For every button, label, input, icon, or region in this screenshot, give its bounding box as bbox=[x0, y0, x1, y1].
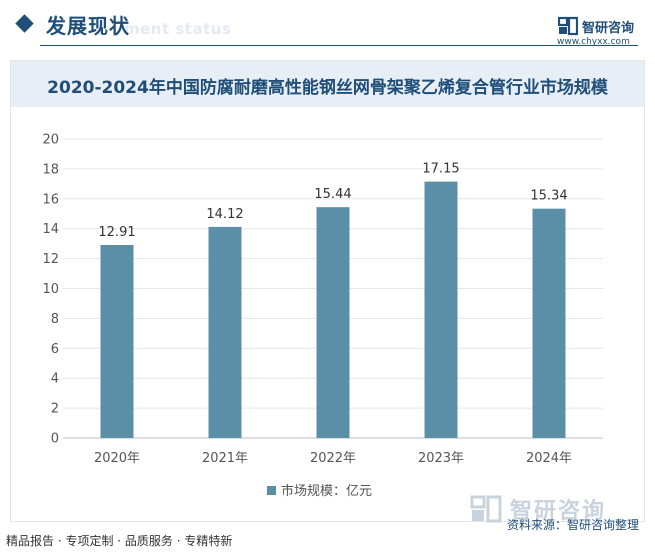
diamond-icon bbox=[15, 14, 34, 33]
x-tick-label: 2023年 bbox=[418, 451, 464, 466]
section-title: 发展现状 bbox=[46, 14, 130, 38]
chart-title: 2020-2024年中国防腐耐磨高性能钢丝网骨架聚乙烯复合管行业市场规模 bbox=[47, 78, 608, 98]
y-tick-label: 18 bbox=[42, 162, 59, 177]
legend-swatch bbox=[267, 486, 276, 495]
x-tick-label: 2022年 bbox=[310, 451, 356, 466]
x-tick-label: 2024年 bbox=[526, 451, 572, 466]
footer-tagline: 精品报告 · 专项定制 · 品质服务 · 专精特新 bbox=[6, 534, 233, 548]
bar-value-label: 15.34 bbox=[530, 189, 567, 204]
bar bbox=[100, 244, 134, 438]
chart-title-bar: 2020-2024年中国防腐耐磨高性能钢丝网骨架聚乙烯复合管行业市场规模 bbox=[11, 61, 644, 107]
bar-value-label: 15.44 bbox=[314, 187, 351, 202]
brand-logo-icon bbox=[558, 16, 578, 36]
bar bbox=[424, 181, 458, 439]
bar-value-label: 14.12 bbox=[206, 207, 243, 222]
bar-chart: 0 2 4 6 8 10 12 14 16 18 20 12.91 14.12 15.44 17.15 15… bbox=[42, 133, 603, 499]
y-tick-label: 12 bbox=[42, 252, 59, 267]
bar-value-label: 12.91 bbox=[98, 225, 135, 240]
x-tick-label: 2021年 bbox=[202, 451, 248, 466]
bar bbox=[316, 207, 350, 438]
header-divider bbox=[40, 45, 638, 46]
footer-logo-icon bbox=[470, 495, 502, 523]
legend: 市场规模：亿元 bbox=[267, 483, 372, 499]
footer-brand-watermark: 智研咨询 bbox=[510, 499, 607, 524]
y-tick-label: 14 bbox=[42, 222, 59, 237]
y-tick-label: 16 bbox=[42, 192, 59, 207]
y-tick-label: 2 bbox=[51, 402, 59, 417]
source-note: 资料来源：智研咨询整理 bbox=[507, 518, 640, 532]
bars: 12.91 14.12 15.44 17.15 15.34 bbox=[98, 162, 568, 439]
bar bbox=[208, 226, 242, 438]
brand-url: www.chyxx.com bbox=[557, 37, 630, 47]
x-tick-label: 2020年 bbox=[94, 451, 140, 466]
y-tick-label: 0 bbox=[51, 432, 59, 447]
legend-label: 市场规模：亿元 bbox=[281, 483, 372, 499]
header-watermark: ment status bbox=[124, 20, 232, 38]
x-axis-ticks: 2020年 2021年 2022年 2023年 2024年 bbox=[94, 451, 572, 466]
y-tick-label: 8 bbox=[51, 312, 59, 327]
y-axis-ticks: 0 2 4 6 8 10 12 14 16 18 20 bbox=[42, 133, 59, 447]
brand-name: 智研咨询 bbox=[582, 21, 635, 36]
section-header: ment status 发展现状 bbox=[0, 0, 655, 46]
y-tick-label: 10 bbox=[42, 282, 59, 297]
chart-card: 2020-2024年中国防腐耐磨高性能钢丝网骨架聚乙烯复合管行业市场规模 0 2 4… bbox=[10, 60, 645, 522]
bar-value-label: 17.15 bbox=[422, 162, 459, 177]
y-tick-label: 6 bbox=[51, 342, 59, 357]
y-tick-label: 20 bbox=[42, 133, 59, 148]
y-tick-label: 4 bbox=[51, 372, 59, 387]
bar bbox=[532, 208, 566, 438]
